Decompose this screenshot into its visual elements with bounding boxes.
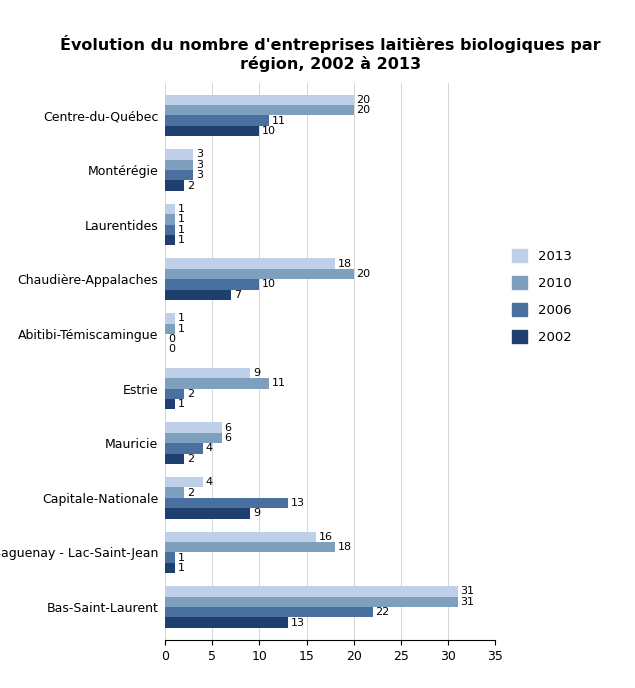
Text: 18: 18 [338, 259, 352, 269]
Text: 0: 0 [168, 334, 175, 344]
Bar [165, 313, 175, 323]
Bar [165, 443, 203, 453]
Text: 1: 1 [177, 235, 184, 245]
Text: 16: 16 [319, 532, 333, 542]
Text: 3: 3 [196, 160, 203, 170]
Text: 1: 1 [177, 552, 184, 563]
Bar [165, 552, 175, 563]
Text: 6: 6 [225, 422, 232, 433]
Text: 22: 22 [375, 608, 390, 617]
Text: 13: 13 [291, 618, 305, 627]
Bar [165, 389, 184, 399]
Text: 3: 3 [196, 149, 203, 160]
Text: 2: 2 [187, 180, 194, 191]
Text: 9: 9 [253, 368, 260, 378]
Text: 1: 1 [177, 563, 184, 573]
Bar [165, 279, 260, 290]
Text: 9: 9 [253, 508, 260, 518]
Bar [165, 160, 194, 170]
Text: 2: 2 [187, 389, 194, 399]
Bar [165, 453, 184, 464]
Text: 4: 4 [206, 443, 213, 453]
Bar [165, 204, 175, 214]
Bar [165, 269, 354, 279]
Bar [165, 368, 250, 378]
Bar [165, 214, 175, 224]
Text: 20: 20 [357, 95, 371, 105]
Bar [165, 180, 184, 191]
Bar [165, 235, 175, 246]
Text: 0: 0 [168, 345, 175, 354]
Text: 1: 1 [177, 215, 184, 224]
Text: 2: 2 [187, 488, 194, 497]
Text: 11: 11 [272, 116, 286, 125]
Bar [165, 607, 373, 617]
Bar [165, 596, 458, 607]
Text: 1: 1 [177, 313, 184, 323]
Bar [165, 378, 269, 389]
Text: 6: 6 [225, 433, 232, 443]
Bar [165, 617, 288, 628]
Bar [165, 323, 175, 334]
Text: 11: 11 [272, 378, 286, 388]
Text: 7: 7 [234, 290, 241, 300]
Bar [165, 149, 194, 160]
Text: 31: 31 [460, 586, 474, 596]
Bar [165, 126, 260, 136]
Bar [165, 532, 316, 542]
Text: 20: 20 [357, 105, 371, 115]
Bar [165, 224, 175, 235]
Legend: 2013, 2010, 2006, 2002: 2013, 2010, 2006, 2002 [509, 245, 575, 348]
Bar [165, 170, 194, 180]
Bar [165, 433, 222, 443]
Title: Évolution du nombre d'entreprises laitières biologiques par
région, 2002 à 2013: Évolution du nombre d'entreprises laitiè… [60, 35, 601, 72]
Bar [165, 586, 458, 596]
Text: 1: 1 [177, 204, 184, 214]
Text: 10: 10 [262, 279, 276, 290]
Text: 4: 4 [206, 477, 213, 487]
Bar [165, 399, 175, 409]
Bar [165, 422, 222, 433]
Text: 13: 13 [291, 498, 305, 508]
Bar [165, 563, 175, 573]
Bar [165, 116, 269, 126]
Bar [165, 477, 203, 487]
Bar [165, 498, 288, 508]
Text: 3: 3 [196, 170, 203, 180]
Bar [165, 487, 184, 498]
Bar [165, 542, 335, 552]
Text: 10: 10 [262, 126, 276, 136]
Text: 2: 2 [187, 453, 194, 464]
Bar [165, 105, 354, 116]
Text: 1: 1 [177, 323, 184, 334]
Text: 31: 31 [460, 597, 474, 607]
Text: 1: 1 [177, 399, 184, 409]
Bar [165, 508, 250, 519]
Text: 18: 18 [338, 542, 352, 552]
Bar [165, 290, 231, 300]
Bar [165, 259, 335, 269]
Text: 1: 1 [177, 225, 184, 235]
Text: 20: 20 [357, 269, 371, 279]
Bar [165, 94, 354, 105]
